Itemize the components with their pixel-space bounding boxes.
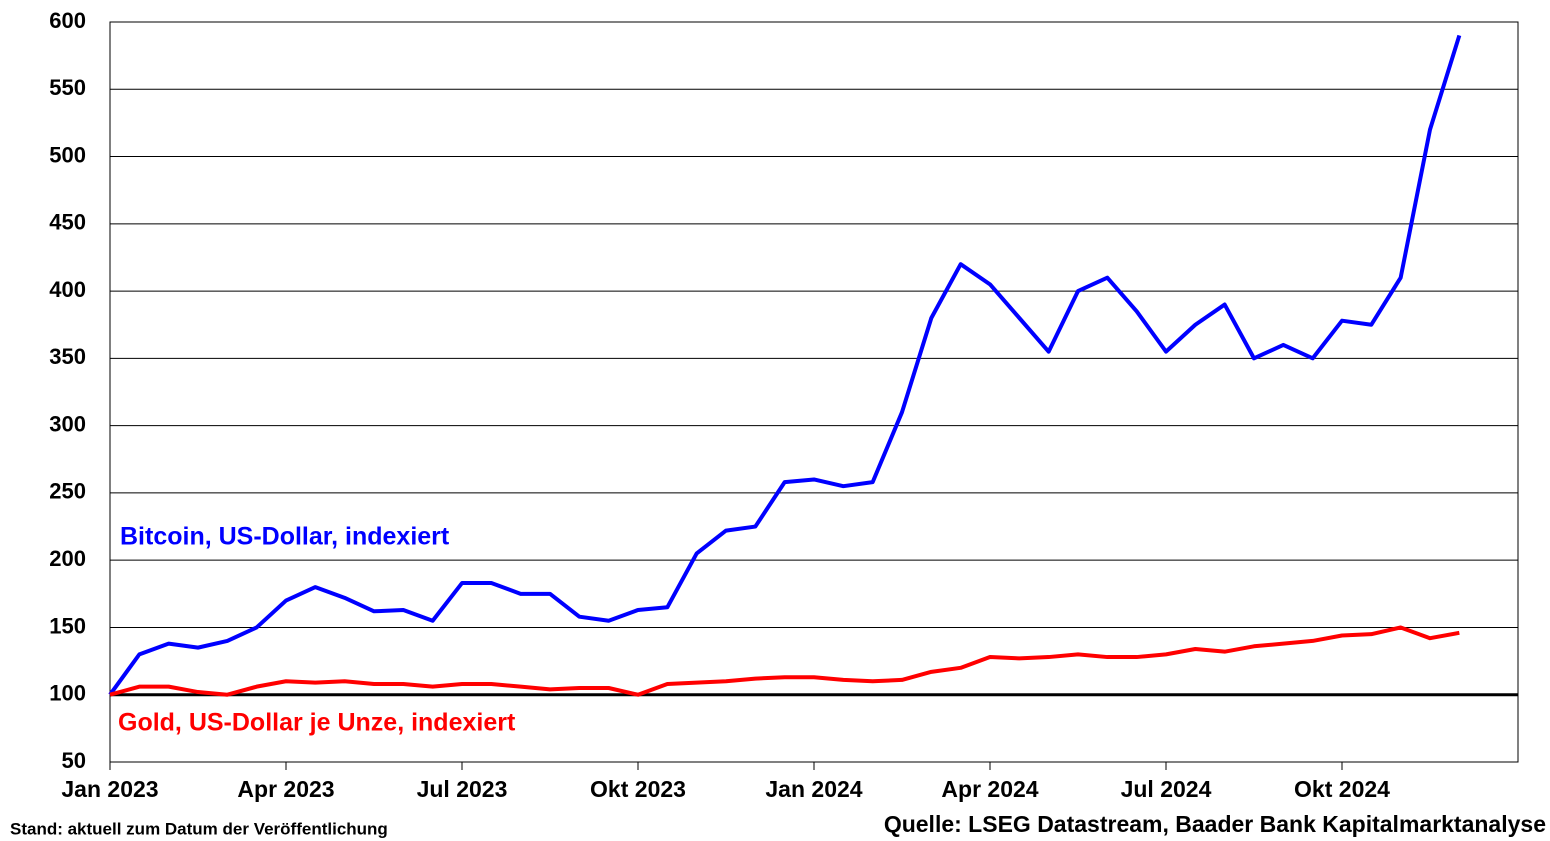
series-line	[108, 34, 1462, 696]
x-tick-label: Okt 2023	[590, 776, 686, 802]
x-tick-label: Apr 2023	[237, 776, 334, 802]
y-tick-label: 200	[49, 546, 86, 571]
series-line	[109, 625, 1460, 697]
series-label: Bitcoin, US-Dollar, indexiert	[120, 523, 450, 551]
y-tick-label: 150	[49, 613, 86, 638]
y-tick-label: 450	[49, 210, 86, 235]
y-tick-label: 250	[49, 479, 86, 504]
y-tick-label: 300	[49, 411, 86, 436]
source: Quelle: LSEG Datastream, Baader Bank Kap…	[884, 811, 1546, 837]
y-tick-label: 500	[49, 142, 86, 167]
plot-frame	[109, 21, 1519, 763]
y-tick-label: 550	[49, 75, 86, 100]
x-tick-label: Jan 2024	[765, 776, 862, 802]
y-tick-label: 350	[49, 344, 86, 369]
x-tick-label: Jan 2023	[61, 776, 158, 802]
y-tick-label: 400	[49, 277, 86, 302]
x-tick-label: Okt 2024	[1294, 776, 1390, 802]
x-tick-label: Apr 2024	[941, 776, 1038, 802]
y-tick-label: 600	[49, 8, 86, 33]
series-label: Gold, US-Dollar je Unze, indexiert	[118, 709, 516, 737]
footnote: Stand: aktuell zum Datum der Veröffentli…	[10, 819, 388, 838]
y-tick-label: 100	[49, 681, 86, 706]
x-tick-label: Jul 2024	[1121, 776, 1212, 802]
y-tick-label: 50	[62, 748, 86, 773]
x-tick-label: Jul 2023	[417, 776, 508, 802]
